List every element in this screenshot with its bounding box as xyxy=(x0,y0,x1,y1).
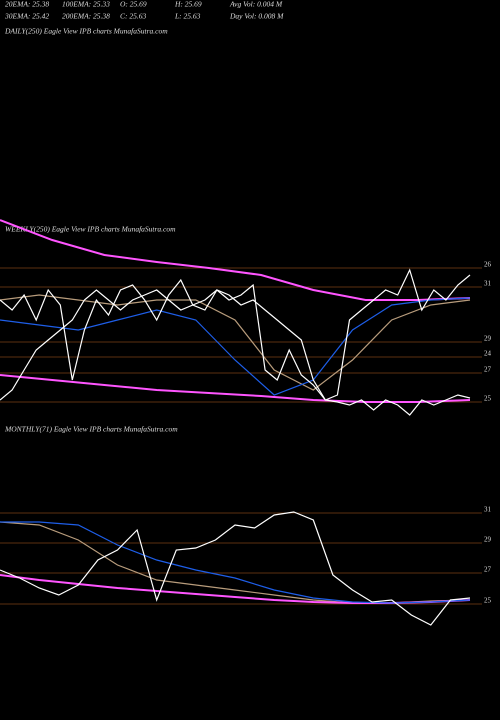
header-stat: Avg Vol: 0.004 M xyxy=(229,0,283,9)
level-label: 31 xyxy=(484,280,492,288)
level-label: 26 xyxy=(484,261,492,269)
daily-title: DAILY(250) Eagle View IPB charts MunafaS… xyxy=(4,27,168,36)
header-stat: Day Vol: 0.008 M xyxy=(229,12,284,21)
level-label: 27 xyxy=(484,566,492,574)
series-line xyxy=(0,219,471,301)
series-line xyxy=(0,511,471,626)
level-label: 31 xyxy=(484,506,492,514)
header-stat: H: 25.69 xyxy=(174,0,202,9)
header-stat: 200EMA: 25.38 xyxy=(62,12,110,21)
header-stat: C: 25.63 xyxy=(120,12,147,21)
level-label: 25 xyxy=(484,395,492,403)
panel-title: WEEKLY(250) Eagle View IPB charts Munafa… xyxy=(5,225,176,234)
series-line xyxy=(0,294,471,391)
header-stat: L: 25.63 xyxy=(174,12,201,21)
level-label: 27 xyxy=(484,366,492,374)
series-line xyxy=(0,521,471,604)
level-label: 24 xyxy=(484,350,492,358)
header-stat: 20EMA: 25.38 xyxy=(5,0,49,9)
series-line xyxy=(0,297,471,396)
panel-title: MONTHLY(71) Eagle View IPB charts Munafa… xyxy=(4,425,178,434)
header-stat: O: 25.69 xyxy=(120,0,147,9)
series-line xyxy=(0,289,471,416)
level-label: 25 xyxy=(484,597,492,605)
header-stat: 30EMA: 25.42 xyxy=(4,12,49,21)
header-stat: 100EMA: 25.33 xyxy=(62,0,110,9)
series-line xyxy=(0,268,471,401)
level-label: 29 xyxy=(484,335,492,343)
level-label: 29 xyxy=(484,536,492,544)
